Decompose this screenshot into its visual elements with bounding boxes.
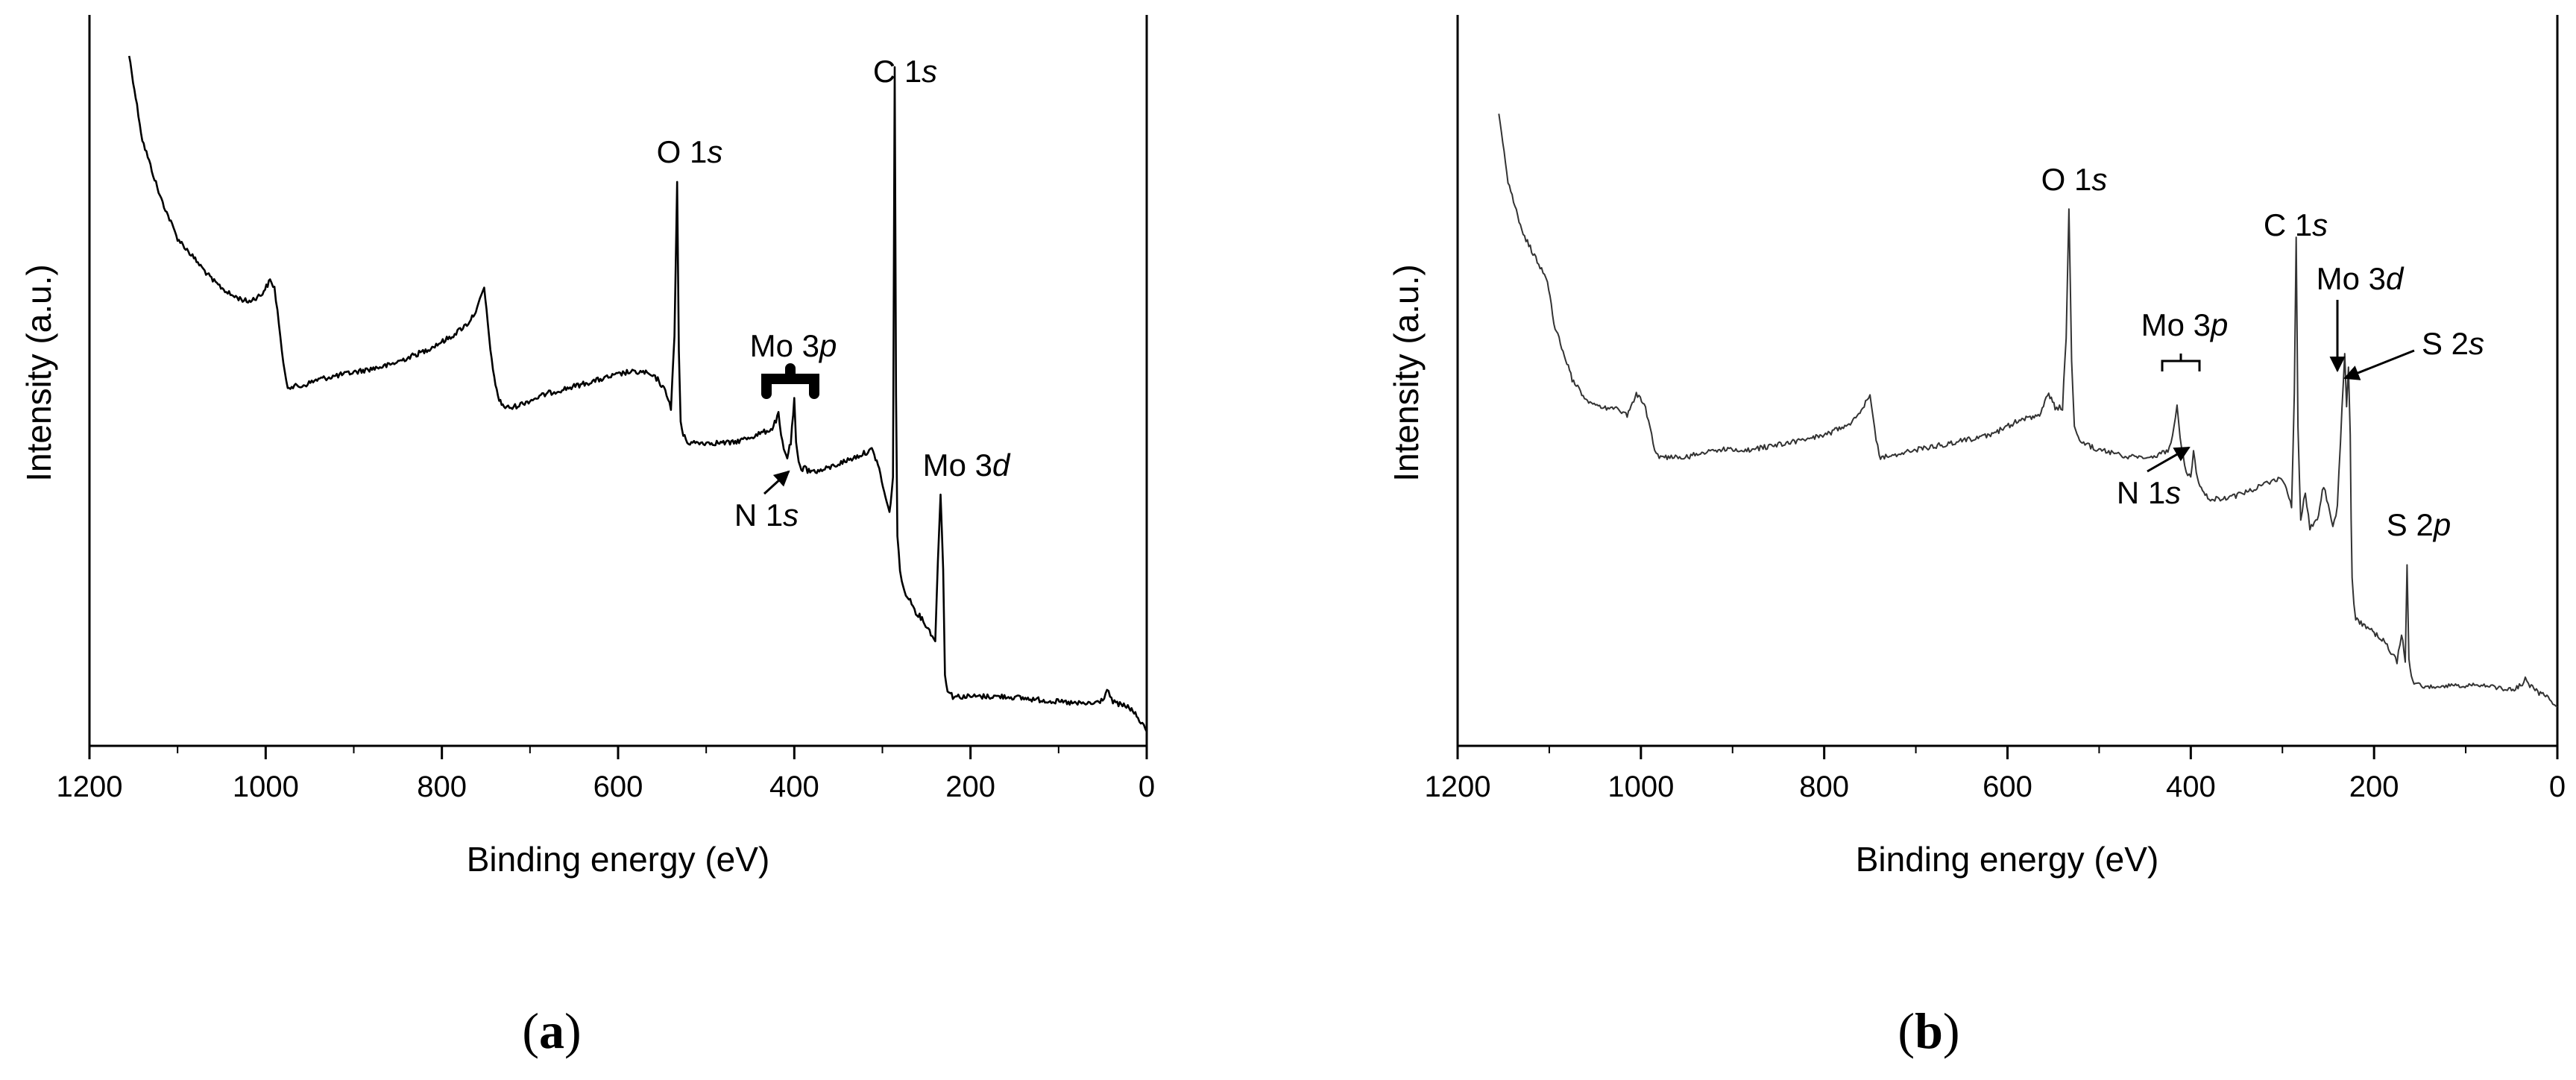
panel-b-x-tick-label: 1000	[1607, 770, 1674, 803]
panel-b-x-ticks	[1456, 746, 2559, 759]
panel-a-x-tick-label: 400	[769, 770, 819, 803]
panel-b-peak-label-mo3d: Mo 3d	[2317, 261, 2405, 296]
panel-b-n1s-arrow	[2147, 446, 2191, 473]
panel-b-peak-label-s2p: S 2p	[2387, 507, 2451, 542]
panel-b-x-tick-label: 0	[2549, 770, 2566, 803]
panel-a: 1200 1000 800 600 400 200 0 Binding energy (eV…	[19, 15, 1155, 1059]
panel-a-x-ticks	[88, 746, 1148, 759]
panel-a-label: (a)	[522, 1002, 581, 1059]
panel-a-peak-label-c1s: C 1s	[873, 54, 937, 89]
panel-b-x-tick-label: 200	[2349, 770, 2399, 803]
panel-b-mo3p-bracket	[2161, 354, 2201, 371]
panel-a-axes-frame	[88, 15, 1148, 747]
panel-a-peak-label-mo3p: Mo 3p	[750, 328, 837, 363]
panel-b-peak-label-mo3p: Mo 3p	[2141, 307, 2229, 342]
panel-b-x-tick-label: 1200	[1425, 770, 1491, 803]
panel-b-peak-label-s2s: S 2s	[2422, 326, 2484, 361]
panel-b-axes-frame	[1456, 15, 2559, 747]
panel-a-n1s-arrow	[763, 470, 790, 495]
panel-b-peak-label-o1s: O 1s	[2041, 162, 2108, 197]
panel-a-x-tick-label: 0	[1139, 770, 1155, 803]
panel-a-x-tick-label: 200	[945, 770, 995, 803]
panel-a-peak-label-mo3d: Mo 3d	[923, 448, 1011, 483]
panel-a-x-tick-label: 600	[593, 770, 643, 803]
panel-b-x-tick-labels: 1200 1000 800 600 400 200 0	[1425, 770, 2566, 803]
panel-b-s2s-arrow	[2343, 349, 2415, 380]
panel-b-peak-label-n1s: N 1s	[2117, 475, 2181, 510]
panel-b-spectrum-line	[1498, 113, 2558, 708]
panel-b-peak-label-c1s: C 1s	[2264, 207, 2328, 242]
panel-a-spectrum-line	[127, 55, 1148, 732]
panel-b-label: (b)	[1898, 1002, 1959, 1059]
panel-b-x-tick-label: 600	[1983, 770, 2032, 803]
panel-b-y-axis-title: Intensity (a.u.)	[1387, 264, 1426, 481]
panel-a-y-axis-title: Intensity (a.u.)	[19, 264, 58, 481]
panel-b-x-tick-label: 400	[2166, 770, 2216, 803]
panel-a-x-tick-label: 1200	[57, 770, 123, 803]
panel-a-peak-label-o1s: O 1s	[657, 134, 723, 169]
panel-a-x-axis-title: Binding energy (eV)	[467, 840, 770, 879]
panel-a-x-tick-labels: 1200 1000 800 600 400 200 0	[57, 770, 1156, 803]
panel-b: 1200 1000 800 600 400 200 0 Binding energy (eV…	[1387, 15, 2566, 1059]
panel-a-x-tick-label: 800	[417, 770, 467, 803]
panel-a-x-tick-label: 1000	[233, 770, 299, 803]
panel-b-x-axis-title: Binding energy (eV)	[1856, 840, 2159, 879]
panel-a-peak-label-n1s: N 1s	[734, 497, 799, 533]
panel-a-mo3p-bracket	[761, 363, 819, 399]
panel-b-x-tick-label: 800	[1799, 770, 1849, 803]
